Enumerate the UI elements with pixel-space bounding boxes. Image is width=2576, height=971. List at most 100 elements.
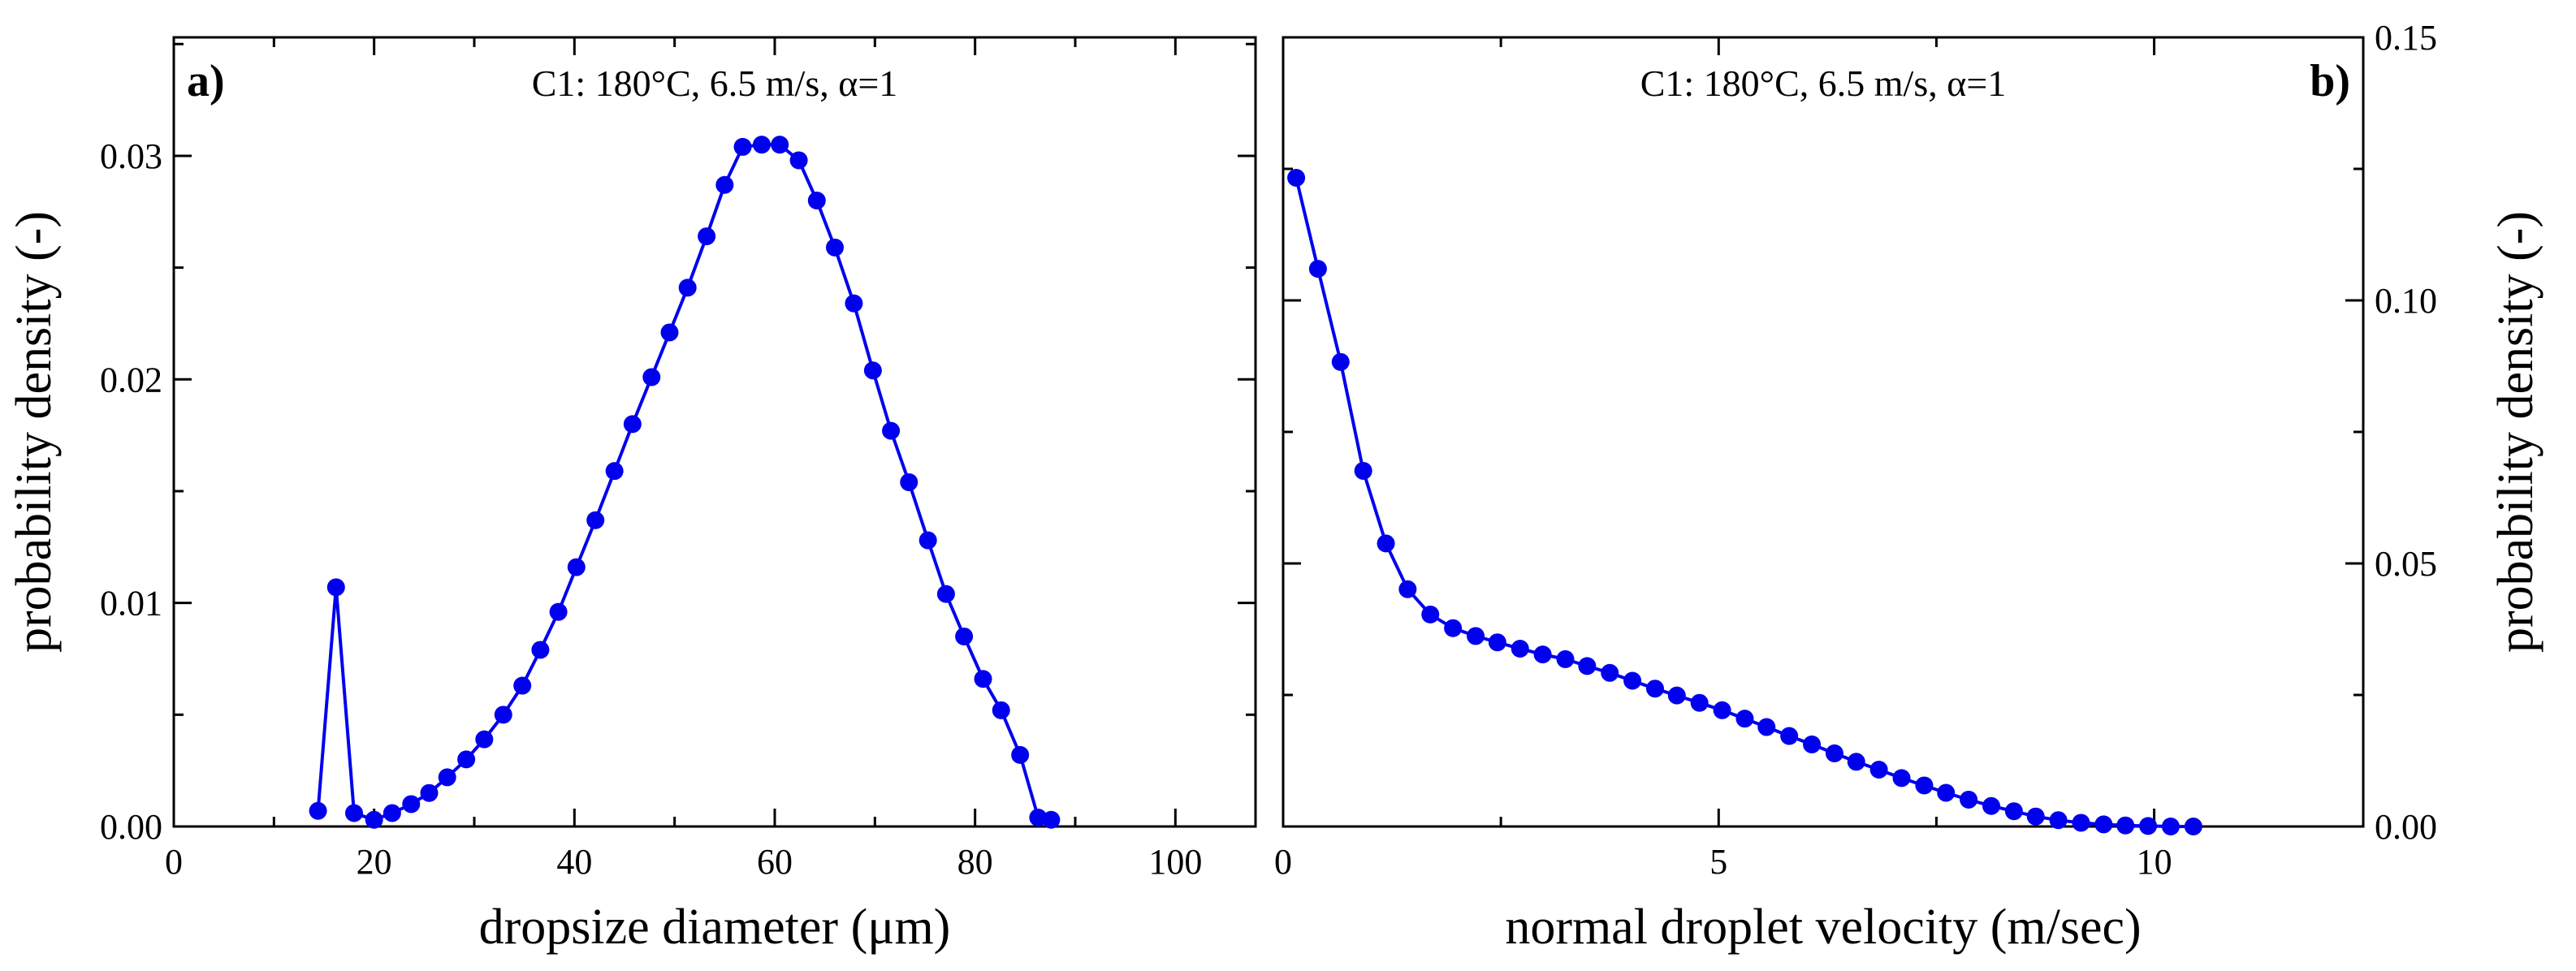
- panel-a: 0 20 40 60 80 100 0.00 0.01 0.02 0.03 a) C1: 180…: [6, 36, 1257, 955]
- panel-b-data-point: [2004, 802, 2023, 821]
- panel-b-data-point: [1869, 761, 1888, 779]
- panel-a-data-point: [789, 151, 808, 170]
- panel-b-data-point: [1601, 663, 1619, 682]
- panel-b-data-point: [1960, 790, 1978, 809]
- panel-b-data-point: [1331, 352, 1350, 371]
- panel-b-y-ticks: 0.00 0.05 0.10 0.15: [1283, 18, 2437, 847]
- panel-a-title: C1: 180°C, 6.5 m/s, α=1: [532, 63, 898, 104]
- panel-a-data-point: [771, 136, 789, 154]
- panel-a-x-tick-label: 100: [1148, 842, 1202, 882]
- panel-a-data-point: [345, 804, 363, 822]
- panel-a-data-point: [623, 415, 642, 434]
- panel-b-data-point: [1556, 649, 1575, 668]
- panel-a-data-point: [420, 783, 439, 802]
- panel-a-data-point: [698, 227, 716, 246]
- panel-b-y-tick-label: 0.05: [2375, 544, 2437, 584]
- panel-b-y-tick-label: 0.10: [2375, 281, 2437, 321]
- panel-a-data-point: [309, 801, 327, 820]
- panel-a-letter: a): [187, 56, 225, 106]
- panel-a-data-point: [715, 175, 734, 194]
- panel-a-x-tick-label: 60: [757, 842, 793, 882]
- panel-b-x-tick-label: 5: [1709, 842, 1727, 882]
- panel-a-y-tick-label: 0.01: [100, 584, 162, 624]
- panel-b-data-point: [2116, 816, 2135, 835]
- panel-a-data-point: [365, 810, 383, 829]
- panel-a-data-point: [642, 368, 661, 386]
- panel-a-data-point: [936, 585, 955, 603]
- panel-b-data-point: [2161, 818, 2180, 835]
- panel-b-data-point: [1578, 657, 1597, 675]
- panel-a-data-point: [549, 602, 568, 621]
- panel-a-x-tick-label: 0: [165, 842, 183, 882]
- panel-a-data-point: [678, 278, 697, 297]
- panel-b-data-point: [1377, 534, 1395, 553]
- panel-a-data-point: [918, 531, 937, 550]
- panel-a-data-point: [475, 730, 494, 749]
- panel-b-title: C1: 180°C, 6.5 m/s, α=1: [1640, 63, 2007, 104]
- panel-b-data-point: [2026, 807, 2045, 826]
- panel-a-y-tick-label: 0.03: [100, 136, 162, 176]
- panel-b-data-point: [1421, 605, 1440, 624]
- panel-a-data-point: [660, 323, 679, 342]
- panel-b-data-point: [1645, 680, 1664, 698]
- panel-a-data-point: [513, 676, 532, 695]
- panel-a-data-point: [402, 795, 421, 813]
- panel-b-x-ticks: 0 5 10: [1274, 37, 2172, 882]
- panel-b-data-point: [1308, 260, 1327, 278]
- panel-a-data-point: [807, 192, 826, 210]
- panel-b-data-point: [1757, 718, 1776, 736]
- panel-b-data-point: [1915, 776, 1934, 795]
- panel-a-data-point: [992, 701, 1010, 719]
- panel-a-data-point: [586, 511, 605, 529]
- panel-a-data-point: [1042, 810, 1061, 829]
- panel-a-data-point: [605, 462, 624, 481]
- panel-b-data-point: [2184, 818, 2202, 835]
- panel-b-data-point: [1667, 686, 1686, 705]
- panel-b-data-point: [2094, 815, 2113, 834]
- panel-b-data-point: [2072, 813, 2090, 832]
- panel-a-y-ticks: 0.00 0.01 0.02 0.03: [100, 42, 1256, 847]
- panel-a-data-point: [531, 641, 550, 659]
- panel-b-data-point: [1623, 671, 1642, 690]
- panel-a-data-point: [457, 750, 476, 769]
- panel-b-data-point: [1937, 783, 1956, 802]
- panel-a-data-point: [733, 137, 752, 156]
- panel-a-data-point: [955, 627, 974, 645]
- panel-b-data-point: [1892, 769, 1911, 788]
- panel-b-data-point: [1467, 627, 1485, 645]
- panel-a-y-tick-label: 0.02: [100, 360, 162, 399]
- panel-a-x-ticks: 0 20 40 60 80 100: [165, 37, 1202, 882]
- panel-b-data-point: [1735, 710, 1754, 728]
- panel-b-data-point: [1488, 633, 1506, 652]
- panel-a-x-axis-label: dropsize diameter (μm): [479, 900, 951, 955]
- panel-a-data-point: [900, 473, 918, 491]
- panel-b-data-point: [1511, 639, 1529, 658]
- panel-a-y-tick-label: 0.00: [100, 807, 162, 847]
- panel-b-data-point: [1398, 580, 1417, 598]
- panel-b-data-point: [1825, 744, 1843, 762]
- panel-b-y-axis-label: probability density (-): [2488, 211, 2544, 653]
- panel-b-data-point: [1354, 461, 1372, 480]
- panel-b-data-point: [1287, 169, 1306, 188]
- panel-a-frame: [172, 36, 1257, 828]
- panel-a-data-point: [882, 421, 901, 440]
- panel-b-data-point: [1444, 619, 1463, 637]
- panel-b-data-point: [2139, 817, 2158, 835]
- panel-a-data-point: [845, 294, 863, 313]
- panel-b-data-point: [2049, 811, 2068, 830]
- panel-b-x-tick-label: 10: [2137, 842, 2172, 882]
- panel-b-data-point: [1713, 701, 1731, 719]
- panel-a-data-point: [826, 238, 844, 257]
- panel-b-y-tick-label: 0.00: [2375, 807, 2437, 847]
- panel-b: 0 5 10 0.00 0.05 0.10 0.15 b) C1: 180°C, 6.5 …: [1274, 18, 2544, 955]
- panel-b-letter: b): [2310, 56, 2350, 106]
- panel-a-data-point: [863, 361, 882, 380]
- panel-a-series: [309, 136, 1061, 829]
- panel-a-data-point: [752, 136, 771, 154]
- panel-a-data-point: [383, 804, 401, 822]
- panel-a-data-point: [326, 578, 345, 597]
- panel-b-data-point: [1803, 735, 1822, 753]
- panel-b-data-point: [1982, 796, 2001, 815]
- panel-a-data-point: [974, 670, 992, 688]
